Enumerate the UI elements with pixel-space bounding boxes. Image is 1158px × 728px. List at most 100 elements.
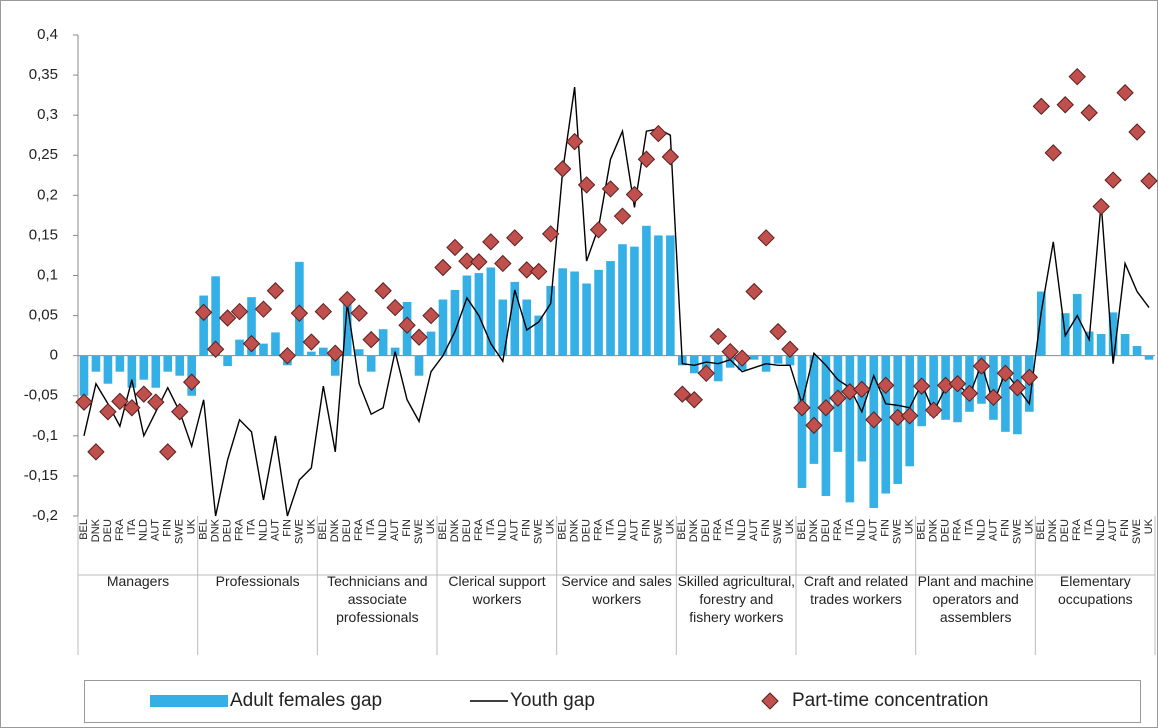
x-tick-label: ITA (245, 518, 257, 535)
diamond-marker (171, 403, 189, 421)
x-tick-label: SWE (293, 519, 305, 544)
x-tick-label: FIN (162, 519, 174, 537)
diamond-marker (769, 322, 787, 341)
x-tick-label: ITA (963, 518, 975, 535)
y-tick-label: 0,15 (29, 226, 58, 243)
diamond-marker (147, 393, 165, 411)
x-tick-label: DNK (1047, 518, 1059, 542)
bar (510, 281, 520, 356)
diamond-marker (817, 399, 835, 417)
diamond-marker (709, 327, 727, 346)
diamond-marker (410, 328, 428, 346)
diamond-marker (984, 388, 1003, 407)
diamond-marker (1104, 171, 1122, 189)
diamond-marker (960, 384, 979, 403)
x-tick-label: FIN (521, 519, 533, 537)
diamond-marker (697, 364, 715, 383)
x-tick-label: BEL (437, 519, 449, 540)
x-tick-label: NLD (616, 519, 628, 541)
bar (977, 355, 986, 404)
x-tick-label: AUT (269, 519, 281, 541)
bar (91, 355, 101, 372)
bar (666, 235, 675, 356)
diamond-marker (218, 309, 237, 327)
diamond-marker (865, 411, 883, 429)
x-tick-label: BEL (557, 519, 569, 540)
diamond-marker (434, 258, 452, 277)
x-tick-label: SWE (892, 519, 904, 544)
x-tick-label: DEU (1059, 519, 1071, 542)
bar (342, 303, 352, 356)
bar (199, 295, 208, 356)
diamond-marker (470, 253, 488, 271)
diamond-marker (625, 185, 644, 204)
x-tick-label: AUT (1107, 519, 1119, 541)
bar (582, 283, 591, 356)
diamond-marker (182, 373, 201, 391)
x-tick-label: FRA (353, 518, 365, 541)
group-label: Managers (106, 573, 170, 589)
x-tick-label: FIN (1119, 519, 1131, 537)
x-tick-label: ITA (604, 518, 616, 535)
diamond-marker (230, 302, 249, 321)
bar (881, 355, 891, 494)
diamond-marker (338, 290, 356, 309)
bar (654, 235, 663, 356)
bar (821, 355, 831, 496)
bar (235, 339, 244, 356)
x-tick-label: DEU (580, 519, 592, 542)
diamond-marker (1008, 379, 1027, 397)
bar (330, 355, 340, 376)
bar (498, 299, 508, 356)
x-tick-label: FIN (281, 519, 293, 537)
diamond-marker (266, 282, 285, 300)
x-tick-label: AUT (748, 519, 760, 541)
x-tick-label: SWE (652, 519, 664, 544)
diamond-marker (553, 160, 572, 178)
x-tick-label: FRA (114, 518, 126, 541)
x-tick-label: ITA (485, 518, 497, 535)
diamond-marker (793, 399, 811, 417)
x-tick-label: AUT (868, 519, 880, 541)
bar (642, 225, 651, 356)
bar (558, 268, 567, 356)
x-tick-label: NLD (377, 519, 389, 541)
diamond-marker (1080, 104, 1098, 122)
bar (319, 347, 328, 356)
x-tick-label: UK (664, 518, 676, 534)
x-tick-label: FIN (640, 519, 652, 537)
y-tick-label: 0,35 (29, 66, 58, 83)
diamond-marker (1068, 67, 1086, 86)
diamond-marker (302, 333, 321, 351)
x-tick-label: BEL (198, 519, 210, 540)
group-label: Elementary occupations (1057, 573, 1133, 607)
bar (689, 355, 699, 374)
diamond-marker (541, 225, 560, 243)
bar (606, 261, 615, 356)
x-tick-label: DNK (808, 518, 820, 542)
diamond-marker (242, 334, 261, 353)
x-tick-label: DNK (90, 518, 102, 542)
x-tick-label: DNK (688, 518, 700, 542)
x-tick-label: ITA (724, 518, 736, 535)
bar (366, 355, 376, 372)
diamond-marker (1116, 84, 1134, 102)
diamond-marker (912, 377, 931, 395)
x-tick-label: UK (425, 518, 437, 534)
bar (247, 297, 256, 356)
bar (1096, 334, 1106, 356)
x-tick-label: DEU (461, 519, 473, 542)
bar (354, 349, 364, 356)
bar (869, 355, 879, 508)
y-tick-label: -0,15 (24, 467, 58, 484)
x-tick-label: BEL (916, 519, 928, 540)
group-label: Craft and related trades workers (803, 573, 909, 607)
x-tick-label: UK (186, 518, 198, 534)
diamond-marker (422, 306, 440, 325)
diamond-marker (805, 416, 823, 435)
y-tick-label: 0,3 (37, 106, 58, 123)
bar (127, 355, 137, 388)
x-tick-label: BEL (676, 519, 688, 540)
diamond-marker (1092, 197, 1110, 216)
x-tick-label: DEU (820, 519, 832, 542)
